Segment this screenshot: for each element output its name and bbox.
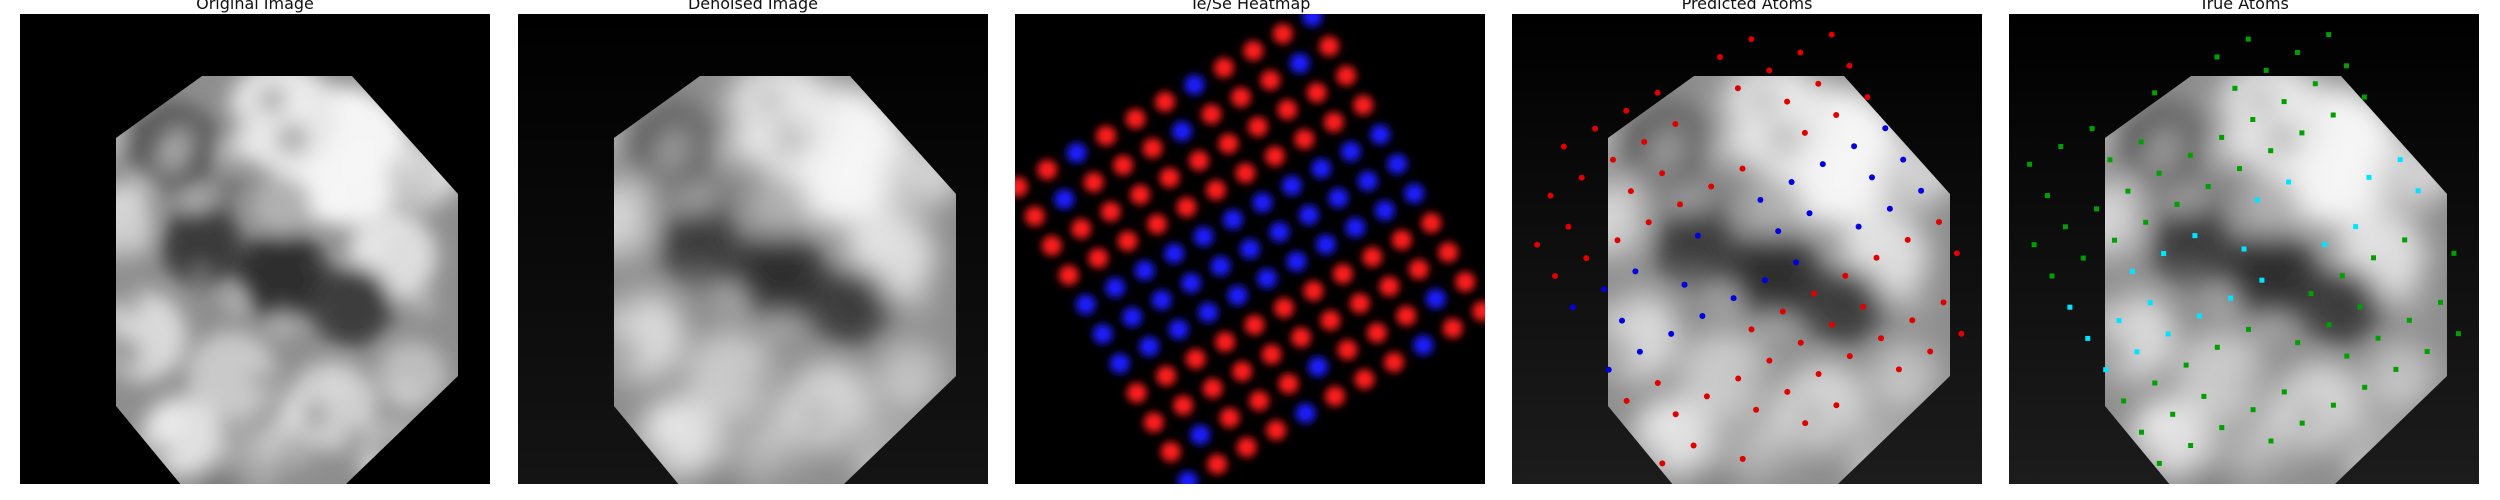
panel-predicted: Predicted Atoms	[1512, 0, 1982, 484]
panel-true: True Atoms	[2009, 0, 2479, 484]
heatmap-image	[1015, 14, 1485, 484]
predicted-image	[1512, 14, 1982, 484]
panel-original: Original Image	[20, 0, 490, 484]
panel-title-original: Original Image	[196, 0, 314, 13]
true-image	[2009, 14, 2479, 484]
panel-title-true: True Atoms	[2199, 0, 2289, 13]
panel-title-heatmap: Te/Se Heatmap	[1189, 0, 1311, 13]
panel-heatmap: Te/Se Heatmap	[1015, 0, 1485, 484]
denoised-image	[518, 14, 988, 484]
panel-title-denoised: Denoised Image	[687, 0, 819, 13]
original-image	[20, 14, 490, 484]
panel-denoised: Denoised Image	[518, 0, 988, 484]
panel-title-predicted: Predicted Atoms	[1681, 0, 1813, 13]
